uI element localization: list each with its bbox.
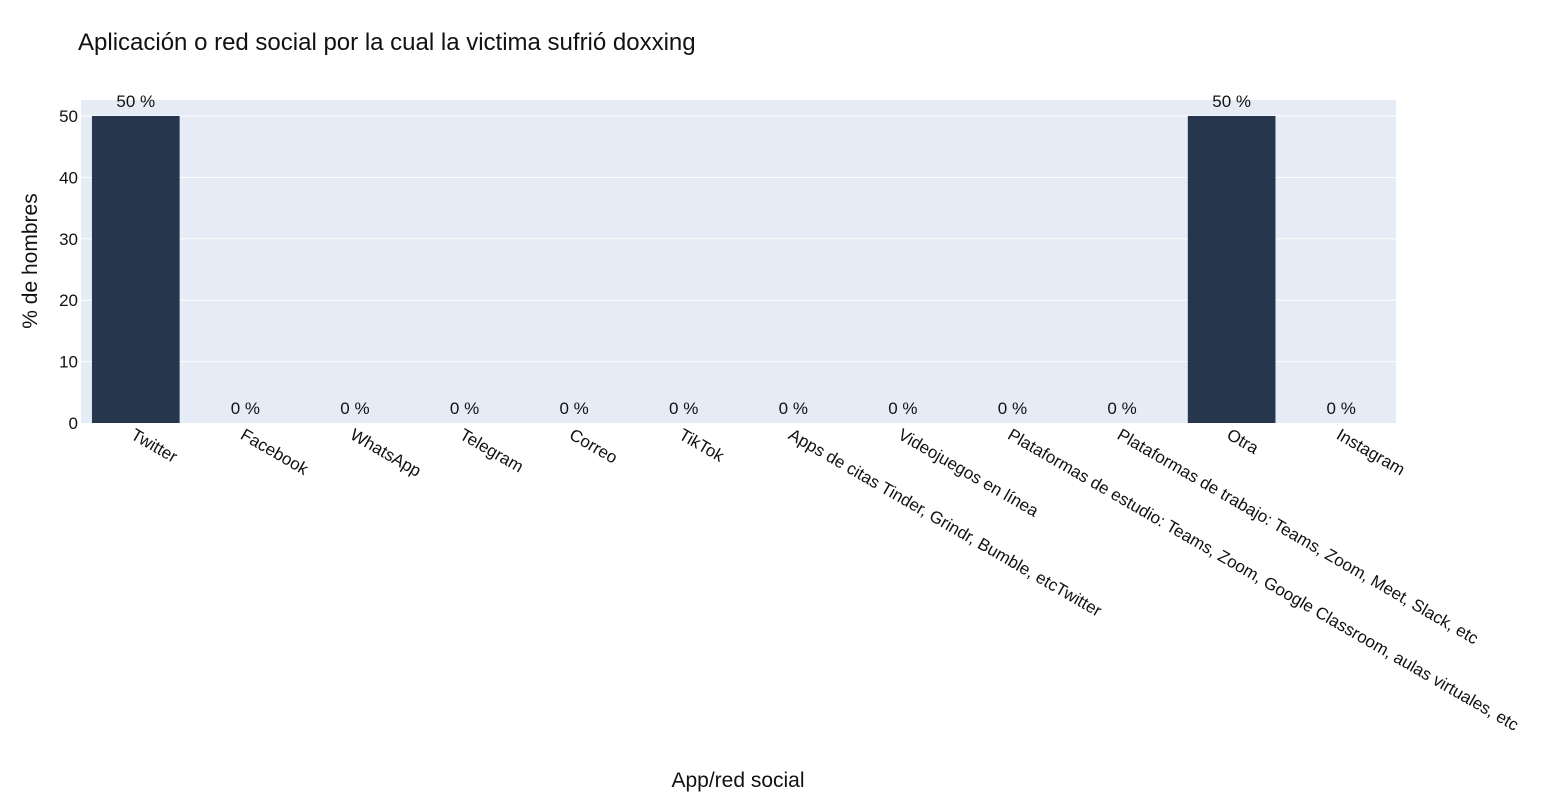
data-label: 0 % bbox=[779, 399, 808, 418]
x-tick-label: Twitter bbox=[128, 425, 181, 467]
bars bbox=[91, 116, 1276, 423]
y-tick-label: 40 bbox=[59, 168, 78, 187]
data-label: 0 % bbox=[888, 399, 917, 418]
x-tick-label: Telegram bbox=[457, 425, 527, 476]
x-tick-label: Plataformas de trabajo: Teams, Zoom, Mee… bbox=[1114, 425, 1482, 648]
data-label: 0 % bbox=[669, 399, 698, 418]
gridlines bbox=[81, 115, 1396, 363]
y-tick-label: 10 bbox=[59, 353, 78, 372]
x-tick-label: Otra bbox=[1224, 425, 1263, 458]
data-label: 50 % bbox=[116, 92, 155, 111]
data-label: 0 % bbox=[231, 399, 260, 418]
bar bbox=[1187, 116, 1276, 423]
bar bbox=[91, 116, 180, 423]
y-tick-label: 50 bbox=[59, 107, 78, 126]
x-tick-label: Instagram bbox=[1333, 425, 1408, 479]
x-tick-label: Facebook bbox=[237, 425, 312, 479]
y-tick-label: 0 bbox=[69, 414, 78, 433]
data-label: 0 % bbox=[340, 399, 369, 418]
plot-area bbox=[81, 100, 1396, 423]
y-tick-label: 30 bbox=[59, 230, 78, 249]
data-label: 0 % bbox=[1107, 399, 1136, 418]
y-tick-label: 20 bbox=[59, 291, 78, 310]
data-label: 0 % bbox=[450, 399, 479, 418]
x-axis-ticks: Twitter Facebook WhatsApp Telegram Correo Tik… bbox=[128, 425, 1522, 735]
data-label: 0 % bbox=[998, 399, 1027, 418]
x-tick-label: Correo bbox=[566, 425, 621, 467]
data-label: 0 % bbox=[1327, 399, 1356, 418]
y-axis-ticks: 0 10 20 30 40 50 bbox=[59, 107, 78, 433]
chart-title: Aplicación o red social por la cual la v… bbox=[78, 29, 696, 56]
data-label: 0 % bbox=[559, 399, 588, 418]
x-tick-label: Plataformas de estudio: Teams, Zoom, Goo… bbox=[1004, 425, 1522, 735]
x-tick-label: WhatsApp bbox=[347, 425, 424, 481]
x-axis-title: App/red social bbox=[671, 769, 804, 792]
x-tick-label: TikTok bbox=[676, 425, 728, 466]
y-axis-title: % de hombres bbox=[19, 193, 42, 328]
data-labels: 50 % 0 % 0 % 0 % 0 % 0 % 0 % 0 % 0 % 0 % 50 % 0 % bbox=[116, 92, 1355, 418]
data-label: 50 % bbox=[1212, 92, 1251, 111]
